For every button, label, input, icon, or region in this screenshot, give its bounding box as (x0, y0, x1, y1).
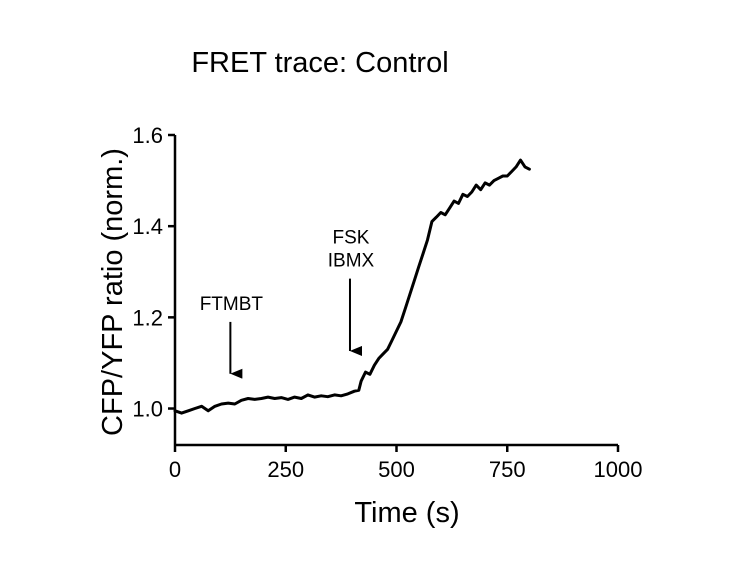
x-tick-label: 0 (169, 457, 181, 482)
y-tick-label: 1.6 (132, 123, 163, 148)
y-axis-label: CFP/YFP ratio (norm.) (97, 148, 129, 436)
annotation-label: FSK (333, 228, 370, 249)
series-group (173, 158, 531, 415)
annotation-label: FTMBT (200, 294, 264, 315)
x-tick-label: 250 (267, 457, 304, 482)
x-tick-label: 500 (378, 457, 415, 482)
axes: 0 250 500 750 1000 1.0 1.2 1.4 1.6 (132, 123, 642, 482)
y-tick-label: 1.4 (132, 214, 163, 239)
x-tick-label: 1000 (594, 457, 643, 482)
x-axis-label: Time (s) (354, 497, 459, 529)
x-tick-label: 750 (489, 457, 526, 482)
series-line (173, 158, 531, 415)
annotation-label: IBMX (328, 251, 375, 272)
y-tick-label: 1.2 (132, 305, 163, 330)
y-tick-label: 1.0 (132, 397, 163, 422)
chart-title: FRET trace: Control (191, 47, 448, 79)
